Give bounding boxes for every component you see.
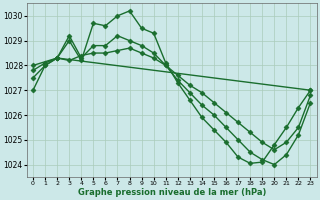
X-axis label: Graphe pression niveau de la mer (hPa): Graphe pression niveau de la mer (hPa) <box>77 188 266 197</box>
